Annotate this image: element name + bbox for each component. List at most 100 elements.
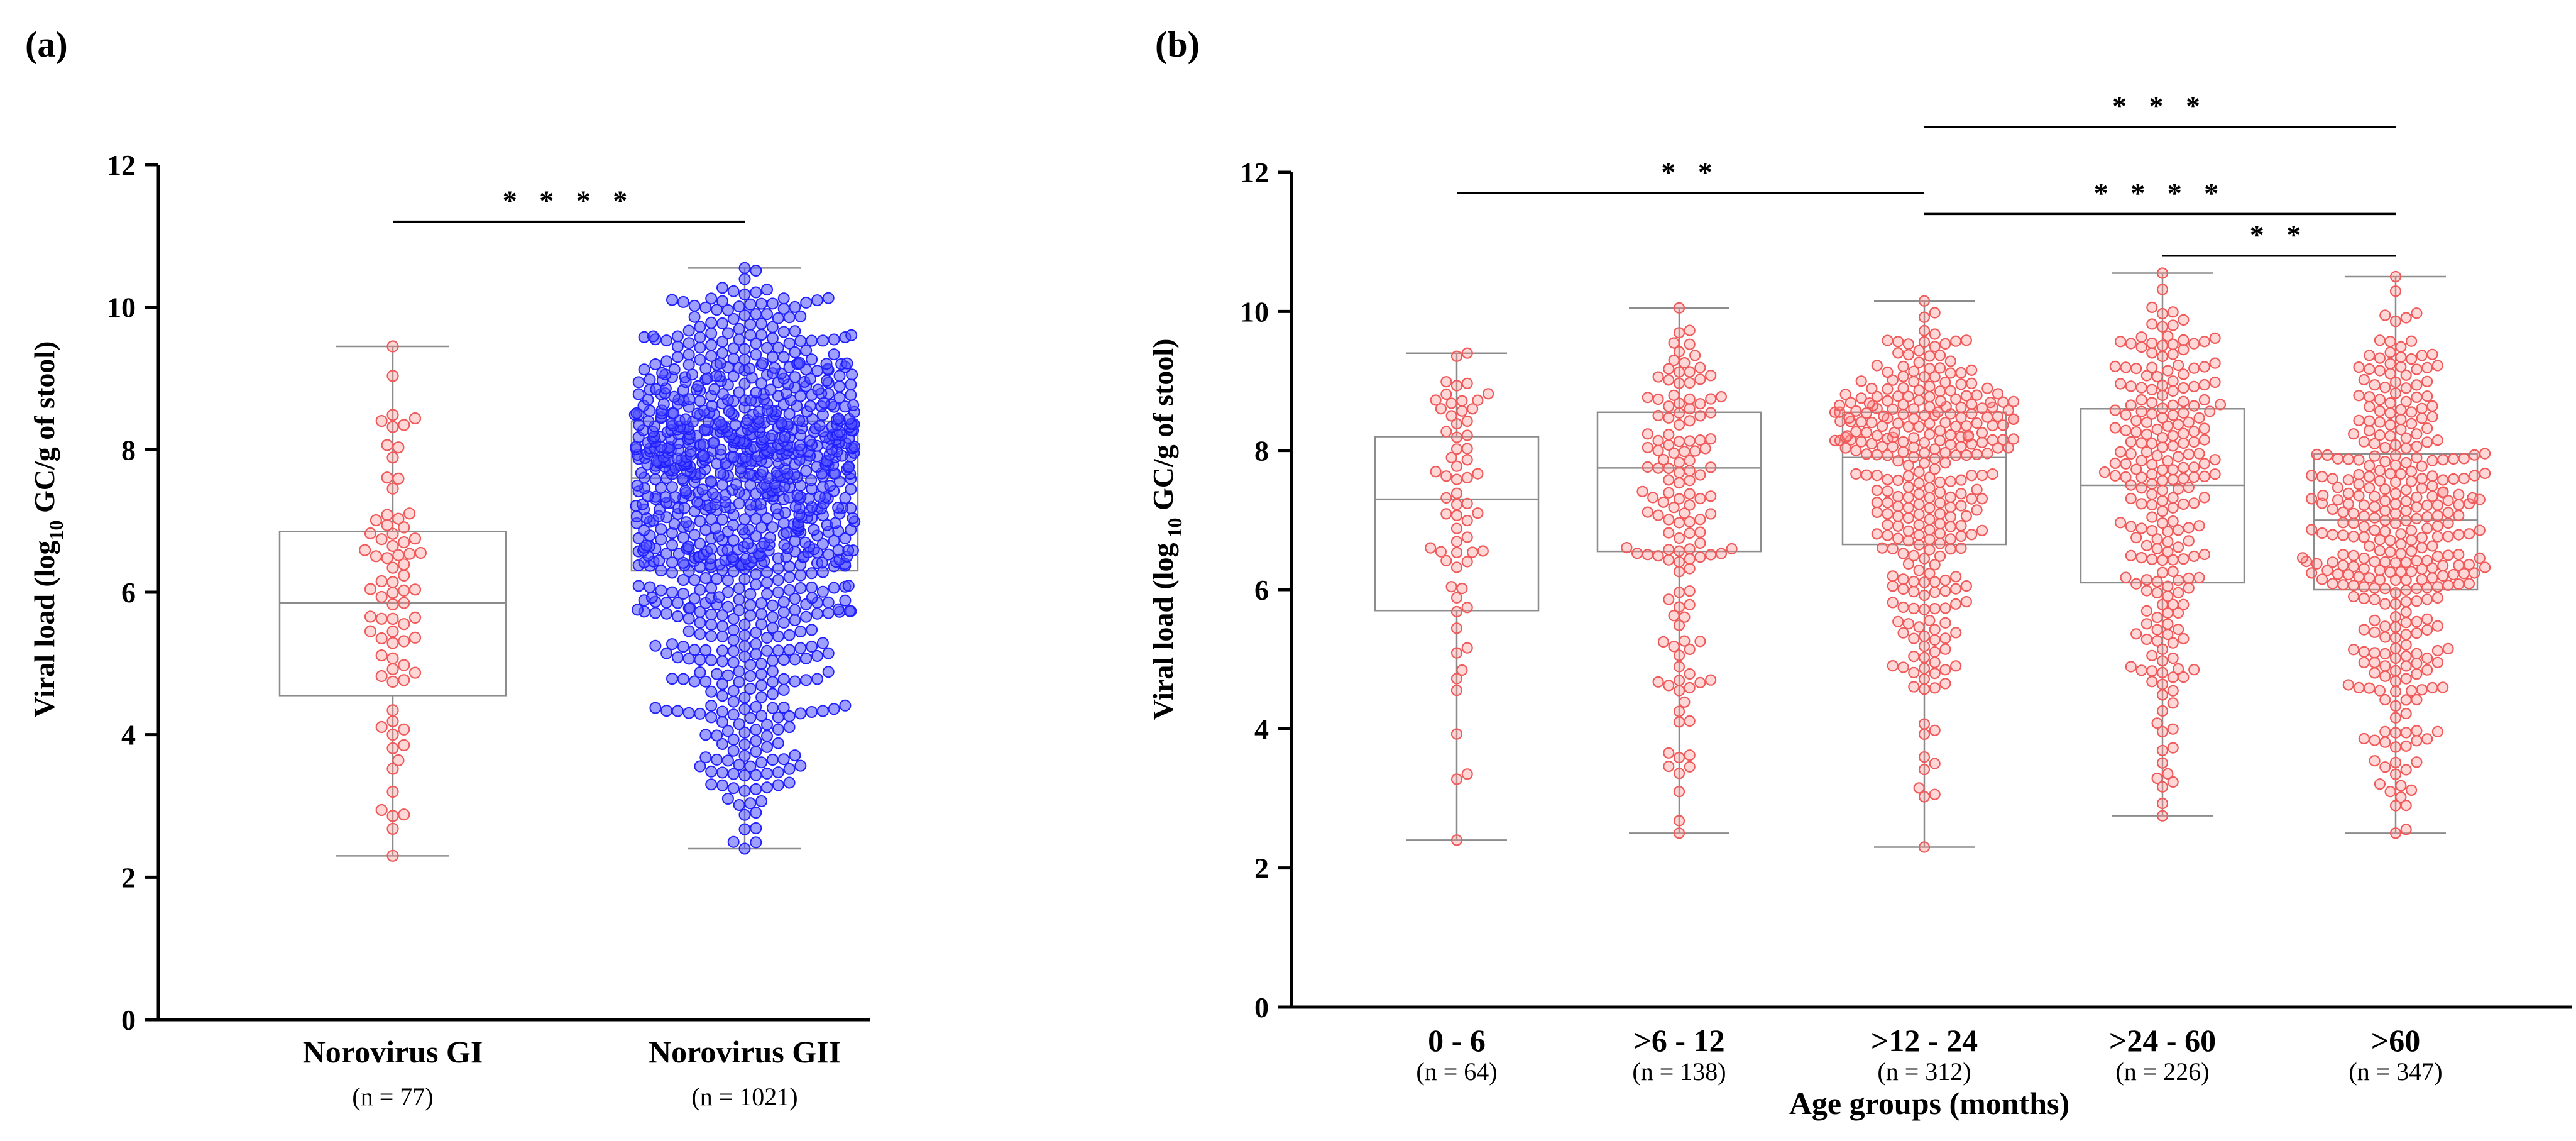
data-point xyxy=(2167,348,2179,360)
data-point xyxy=(705,619,718,631)
data-point xyxy=(2400,382,2412,394)
data-point xyxy=(2374,405,2386,417)
data-point xyxy=(2411,658,2423,670)
data-point xyxy=(2416,542,2428,554)
data-point xyxy=(2379,631,2391,643)
panel-a-y-axis-title: Viral load (log10 GC/g of stool) xyxy=(28,341,67,718)
data-point xyxy=(1918,447,1931,459)
data-point xyxy=(750,648,762,660)
data-point xyxy=(772,644,784,657)
data-point xyxy=(1913,508,1925,521)
data-point xyxy=(750,735,762,747)
data-point xyxy=(2332,494,2344,506)
data-point xyxy=(777,326,790,338)
data-point xyxy=(694,654,706,666)
data-point xyxy=(2156,464,2169,476)
data-point xyxy=(2156,441,2169,453)
data-point xyxy=(1966,398,1978,411)
data-point xyxy=(2411,595,2423,607)
data-point xyxy=(2442,549,2454,561)
data-point xyxy=(1663,487,1675,499)
data-point xyxy=(699,751,712,764)
data-point xyxy=(783,763,796,775)
data-point xyxy=(2146,318,2158,330)
data-point xyxy=(2348,428,2360,440)
data-point xyxy=(671,340,684,353)
data-point xyxy=(772,562,784,575)
data-point xyxy=(694,331,706,344)
data-point xyxy=(1684,475,1696,487)
data-point xyxy=(2379,556,2391,568)
data-point xyxy=(1913,488,1925,500)
data-point xyxy=(1450,418,1463,430)
data-point xyxy=(738,726,751,739)
data-point xyxy=(761,576,773,589)
data-point xyxy=(2369,450,2381,462)
sample-size-label: (n = 312) xyxy=(1877,1057,1971,1086)
data-point xyxy=(816,637,829,649)
data-point xyxy=(727,695,740,708)
data-point xyxy=(645,592,658,604)
data-point xyxy=(666,481,678,493)
data-point xyxy=(1694,469,1706,481)
data-point xyxy=(1908,375,1920,388)
data-point xyxy=(1673,327,1685,339)
data-point xyxy=(2109,470,2121,482)
data-point xyxy=(2467,492,2479,504)
data-point xyxy=(2353,490,2365,502)
data-point xyxy=(2426,400,2438,412)
data-point xyxy=(1673,517,1685,529)
data-point xyxy=(744,599,757,612)
data-point xyxy=(677,588,689,600)
data-point xyxy=(1929,586,1941,598)
data-point xyxy=(2178,314,2190,326)
data-point xyxy=(789,300,801,313)
data-point xyxy=(2421,510,2433,523)
data-point xyxy=(2151,717,2163,729)
data-point xyxy=(1679,635,1691,647)
data-point xyxy=(386,539,399,553)
data-point xyxy=(1705,393,1717,405)
data-point xyxy=(2353,468,2365,481)
panel-a-x-tick-labels: Norovirus GI(n = 77)Norovirus GII(n = 10… xyxy=(303,1034,841,1111)
data-point xyxy=(1918,640,1931,653)
data-point xyxy=(2188,461,2200,473)
data-point xyxy=(789,371,801,383)
data-point xyxy=(2162,580,2174,592)
data-point xyxy=(1642,441,1653,454)
data-point xyxy=(666,566,678,579)
data-point xyxy=(727,285,740,297)
data-point xyxy=(2364,471,2376,483)
data-point xyxy=(755,658,768,670)
data-point xyxy=(1684,643,1696,656)
data-point xyxy=(375,632,388,645)
data-point xyxy=(666,294,678,306)
data-point xyxy=(750,822,762,834)
data-point xyxy=(2431,434,2443,446)
data-point xyxy=(2437,454,2449,466)
data-point xyxy=(2453,509,2465,522)
data-point xyxy=(822,292,835,304)
data-point xyxy=(1918,663,1931,675)
data-point xyxy=(1976,524,1988,537)
data-point xyxy=(1929,602,1941,615)
data-point xyxy=(806,592,818,604)
data-point xyxy=(1997,419,2009,431)
data-point xyxy=(408,532,422,545)
data-point xyxy=(403,548,416,560)
data-point xyxy=(800,344,813,356)
data-point xyxy=(2389,517,2402,529)
data-point xyxy=(766,688,779,700)
data-point xyxy=(1913,345,1925,356)
data-point xyxy=(1684,563,1696,575)
data-point xyxy=(2156,566,2169,578)
data-point xyxy=(1679,696,1691,708)
data-point xyxy=(2374,416,2386,428)
data-point xyxy=(2178,334,2190,346)
data-point xyxy=(386,715,399,727)
data-point xyxy=(2183,535,2195,547)
data-point xyxy=(750,836,762,849)
data-point xyxy=(2400,617,2412,629)
data-point xyxy=(1440,508,1452,520)
data-point xyxy=(2167,375,2179,387)
